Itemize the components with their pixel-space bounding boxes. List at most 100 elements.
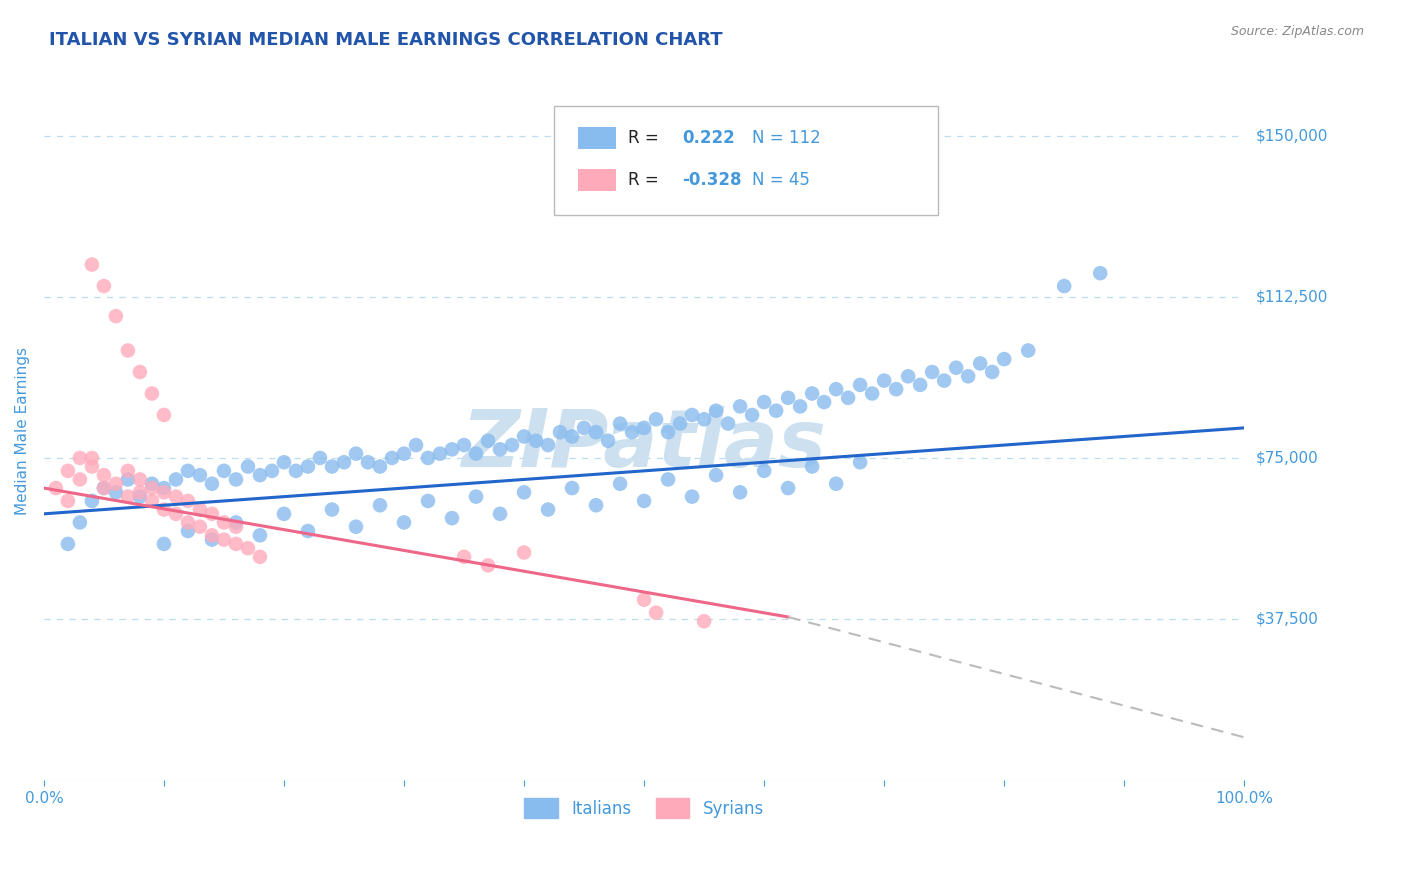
Point: [80, 459, 103, 474]
Point: [440, 442, 463, 457]
Point: [657, 473, 679, 487]
Point: [837, 391, 859, 405]
Point: [752, 395, 775, 409]
Point: [957, 369, 980, 384]
Point: [908, 378, 931, 392]
Point: [849, 455, 872, 469]
Point: [285, 464, 308, 478]
Point: [69, 516, 91, 530]
Point: [188, 502, 211, 516]
Text: ZIPatlas: ZIPatlas: [461, 406, 827, 484]
Text: N = 112: N = 112: [752, 128, 821, 147]
Point: [333, 455, 356, 469]
Text: $75,000: $75,000: [1256, 450, 1317, 466]
Point: [153, 485, 176, 500]
Point: [440, 511, 463, 525]
Point: [693, 412, 716, 426]
Point: [801, 386, 824, 401]
Legend: Italians, Syrians: Italians, Syrians: [517, 792, 770, 824]
Point: [104, 309, 127, 323]
Point: [561, 481, 583, 495]
Point: [645, 606, 668, 620]
Point: [405, 438, 427, 452]
Point: [981, 365, 1004, 379]
Point: [453, 438, 475, 452]
Point: [273, 507, 295, 521]
Point: [297, 524, 319, 538]
Point: [69, 473, 91, 487]
Point: [513, 485, 536, 500]
Point: [141, 476, 163, 491]
Point: [212, 516, 235, 530]
Point: [141, 494, 163, 508]
Text: $37,500: $37,500: [1256, 612, 1319, 627]
Point: [513, 545, 536, 559]
Point: [524, 434, 547, 448]
Point: [513, 429, 536, 443]
Point: [609, 417, 631, 431]
Point: [416, 494, 439, 508]
Point: [153, 408, 176, 422]
Point: [778, 481, 800, 495]
Point: [297, 459, 319, 474]
Point: [273, 455, 295, 469]
Point: [993, 352, 1015, 367]
Point: [117, 464, 139, 478]
Point: [572, 421, 595, 435]
Point: [225, 516, 247, 530]
Point: [129, 365, 152, 379]
Point: [728, 400, 751, 414]
Point: [368, 498, 391, 512]
Point: [357, 455, 380, 469]
Point: [934, 374, 956, 388]
Text: -0.328: -0.328: [682, 170, 742, 189]
Point: [813, 395, 835, 409]
Point: [56, 464, 79, 478]
Point: [117, 490, 139, 504]
Point: [704, 403, 727, 417]
Point: [165, 490, 187, 504]
Point: [80, 450, 103, 465]
Point: [344, 520, 367, 534]
Point: [201, 476, 224, 491]
Point: [129, 473, 152, 487]
Point: [825, 476, 848, 491]
Point: [177, 464, 200, 478]
Point: [225, 473, 247, 487]
Point: [765, 403, 787, 417]
Point: [669, 417, 692, 431]
Point: [309, 450, 332, 465]
Point: [225, 537, 247, 551]
Point: [249, 528, 271, 542]
Point: [117, 473, 139, 487]
Text: ITALIAN VS SYRIAN MEDIAN MALE EARNINGS CORRELATION CHART: ITALIAN VS SYRIAN MEDIAN MALE EARNINGS C…: [49, 31, 723, 49]
FancyBboxPatch shape: [578, 169, 616, 191]
Text: R =: R =: [628, 170, 665, 189]
Point: [477, 434, 499, 448]
Point: [80, 258, 103, 272]
Point: [416, 450, 439, 465]
Point: [1053, 279, 1076, 293]
Point: [249, 468, 271, 483]
Point: [225, 520, 247, 534]
Point: [188, 520, 211, 534]
Point: [56, 494, 79, 508]
Point: [93, 279, 115, 293]
Point: [45, 481, 67, 495]
Point: [1017, 343, 1039, 358]
Text: $150,000: $150,000: [1256, 128, 1327, 143]
Point: [681, 490, 703, 504]
Point: [801, 459, 824, 474]
Text: N = 45: N = 45: [752, 170, 810, 189]
Point: [778, 391, 800, 405]
Point: [921, 365, 943, 379]
Point: [752, 464, 775, 478]
Point: [80, 494, 103, 508]
Point: [201, 533, 224, 547]
Point: [621, 425, 644, 440]
Point: [633, 592, 655, 607]
Point: [153, 502, 176, 516]
Point: [501, 438, 523, 452]
Point: [177, 516, 200, 530]
Point: [177, 494, 200, 508]
